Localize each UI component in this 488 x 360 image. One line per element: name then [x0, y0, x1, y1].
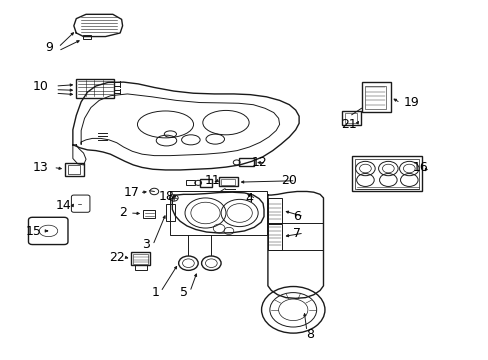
Text: 6: 6: [293, 210, 301, 223]
Text: 12: 12: [251, 156, 266, 169]
Text: 11: 11: [204, 174, 220, 187]
Text: 8: 8: [305, 328, 314, 341]
Text: 4: 4: [245, 192, 253, 205]
Text: 14: 14: [55, 199, 71, 212]
Text: 21: 21: [341, 118, 356, 131]
Text: 16: 16: [412, 161, 428, 174]
Text: 13: 13: [33, 161, 48, 174]
Text: 7: 7: [293, 226, 301, 239]
Text: 9: 9: [45, 41, 53, 54]
Text: 2: 2: [119, 207, 126, 220]
Text: 3: 3: [142, 238, 150, 251]
Text: 1: 1: [151, 287, 160, 300]
Text: 18: 18: [158, 190, 174, 203]
Text: 22: 22: [109, 251, 124, 264]
Text: 20: 20: [281, 174, 297, 187]
Text: 10: 10: [33, 80, 48, 93]
Text: 15: 15: [26, 225, 41, 238]
Text: 5: 5: [179, 287, 187, 300]
Text: 17: 17: [123, 186, 139, 199]
Text: 19: 19: [403, 96, 418, 109]
